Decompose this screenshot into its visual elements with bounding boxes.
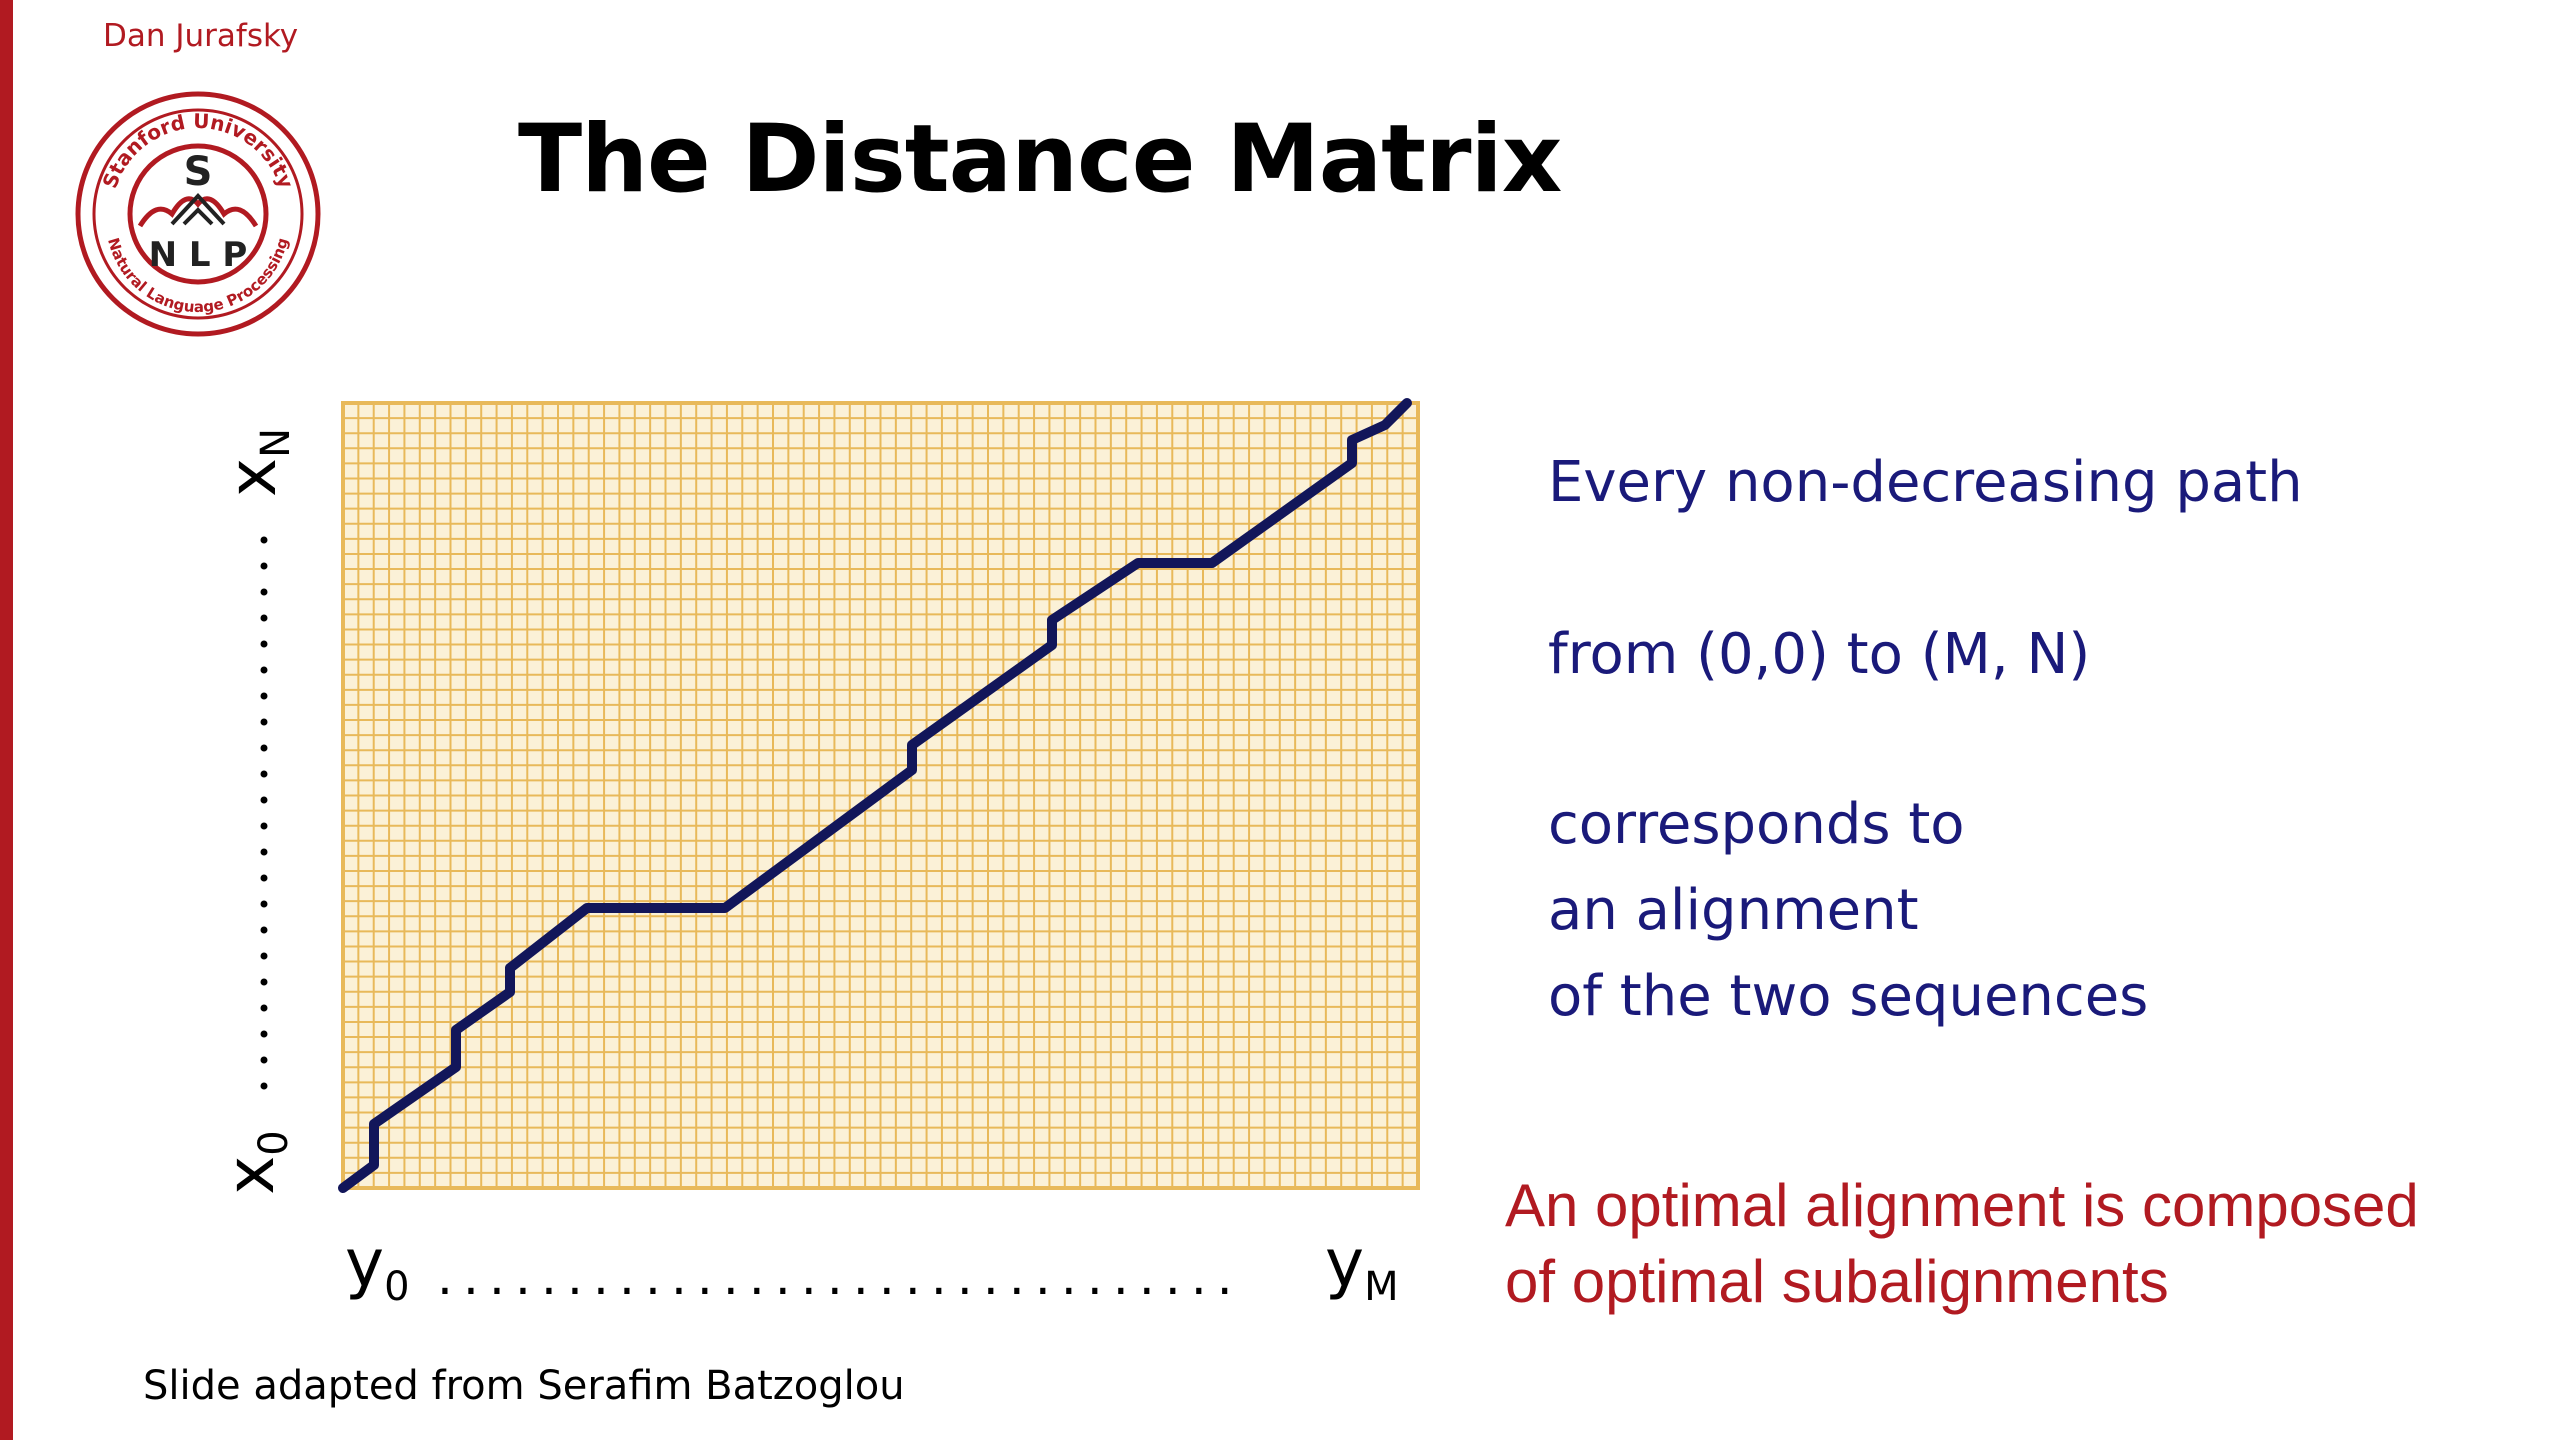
x-axis-dot — [260, 588, 268, 596]
x-axis-dot — [260, 562, 268, 570]
author-name: Dan Jurafsky — [103, 18, 299, 54]
y-start-label: y0 — [345, 1225, 410, 1310]
x-axis-dot — [260, 692, 268, 700]
x-axis-dot — [260, 744, 268, 752]
explanation-line-4: an alignment — [1548, 878, 1919, 943]
x-axis-dot — [260, 1082, 268, 1090]
y-axis-dots: ............................... — [437, 1248, 1243, 1306]
logo-word: N L P — [149, 235, 248, 275]
x-axis-dot — [260, 900, 268, 908]
left-accent-bar — [0, 0, 13, 1440]
x-axis-dot — [260, 822, 268, 830]
x-axis-dot — [260, 718, 268, 726]
x-axis-dot — [260, 1056, 268, 1064]
page-title: The Distance Matrix — [518, 105, 1562, 214]
x-axis-dot — [260, 952, 268, 960]
explanation-line-2: from (0,0) to (M, N) — [1548, 622, 2091, 687]
alignment-path — [338, 398, 1412, 1193]
x-axis-dot — [260, 926, 268, 934]
logo-letter: S — [184, 149, 213, 195]
x-axis-dot — [260, 640, 268, 648]
emphasis-line-2: of optimal subalignments — [1505, 1248, 2169, 1315]
x-axis-dot — [260, 978, 268, 986]
x-axis-dot — [260, 796, 268, 804]
explanation-line-3: corresponds to — [1548, 792, 1965, 857]
stanford-nlp-logo: Stanford University Natural Language Pro… — [75, 91, 321, 337]
x-axis-dot — [260, 1030, 268, 1038]
matrix-grid — [341, 401, 1420, 1190]
y-end-label: yM — [1325, 1225, 1399, 1310]
explanation-line-1: Every non-decreasing path — [1548, 450, 2303, 515]
emphasis-line-1: An optimal alignment is composed — [1505, 1172, 2419, 1239]
explanation-line-5: of the two sequences — [1548, 964, 2149, 1029]
slide-credit: Slide adapted from Serafim Batzoglou — [143, 1363, 905, 1409]
x-axis-dot — [260, 536, 268, 544]
x-axis-dot — [260, 614, 268, 622]
x-axis-dot — [260, 666, 268, 674]
x-axis-dot — [260, 1004, 268, 1012]
x-axis-dot — [260, 874, 268, 882]
x-axis-dot — [260, 848, 268, 856]
x-axis-dot — [260, 770, 268, 778]
